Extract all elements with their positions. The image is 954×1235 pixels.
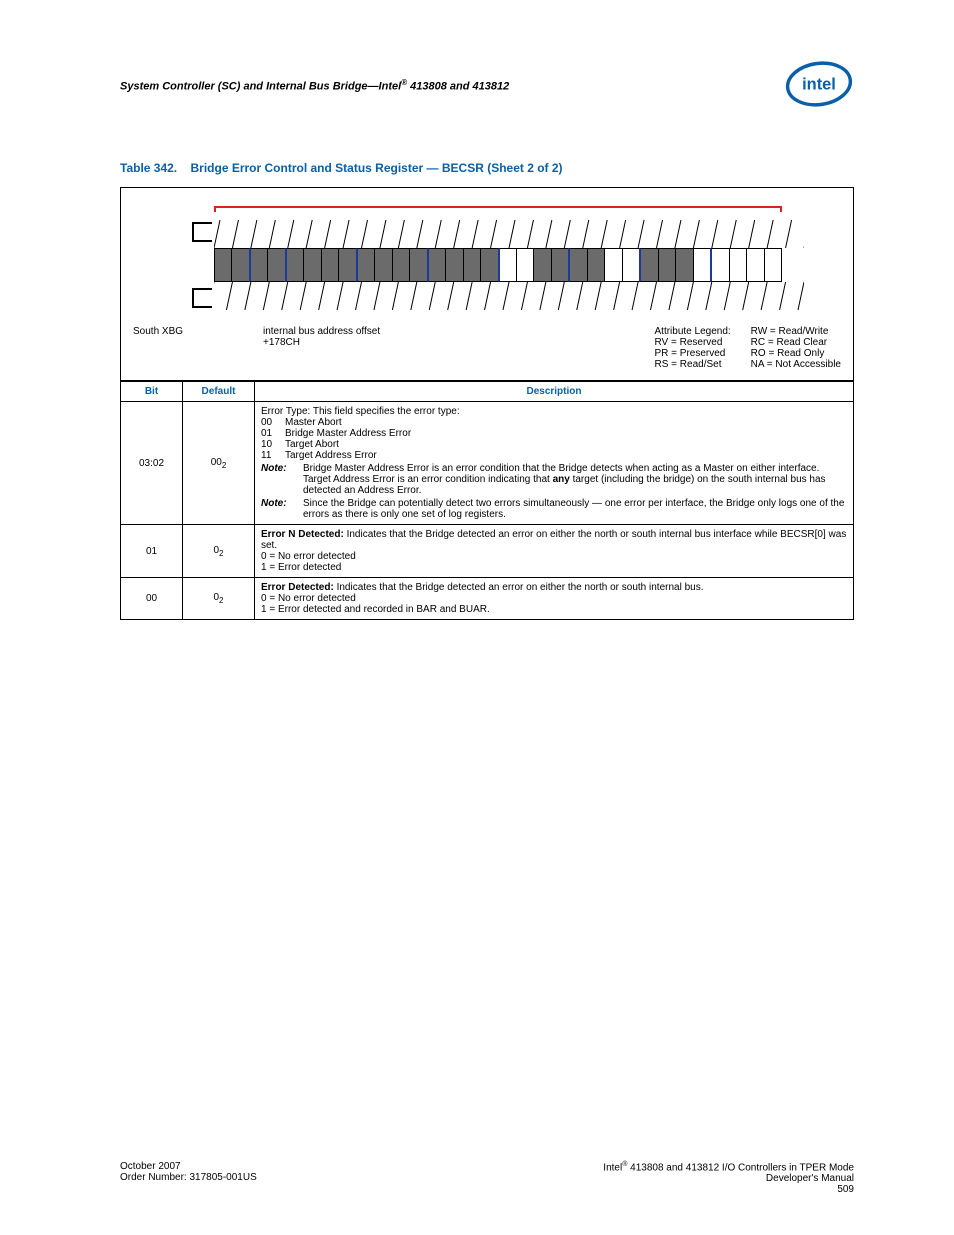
table-caption: Table 342. Bridge Error Control and Stat…	[120, 161, 854, 175]
offset-label: internal bus address offset	[263, 326, 380, 337]
bit-cell	[214, 248, 231, 282]
col-description: Description	[255, 382, 854, 402]
attribute-legend: Attribute Legend: RV = Reserved PR = Pre…	[655, 326, 842, 370]
legend-title: Attribute Legend:	[655, 326, 731, 337]
description-cell: Error Type: This field specifies the err…	[255, 402, 854, 525]
bit-cell	[746, 248, 763, 282]
bit-cell	[480, 248, 497, 282]
red-bracket	[214, 206, 782, 212]
bit-cell	[729, 248, 746, 282]
register-table: Bit Default Description 03:02002Error Ty…	[120, 381, 854, 620]
legend-rc: RC = Read Clear	[751, 337, 841, 348]
top-tick-marks	[214, 214, 804, 248]
bit-value: 01	[121, 525, 183, 578]
bit-cell	[303, 248, 320, 282]
footer-pagenum: 509	[603, 1184, 854, 1195]
bit-cell	[338, 248, 355, 282]
south-xbg-label: South XBG	[133, 326, 223, 370]
table-title: Bridge Error Control and Status Register…	[190, 161, 562, 175]
bit-cell	[356, 248, 374, 282]
intel-logo: intel	[784, 60, 854, 111]
legend-rs: RS = Read/Set	[655, 359, 731, 370]
legend-pr: PR = Preserved	[655, 348, 731, 359]
table-number: Table 342.	[120, 161, 177, 175]
footer-manual: Developer's Manual	[603, 1173, 854, 1184]
table-row: 0102Error N Detected: Indicates that the…	[121, 525, 854, 578]
default-value: 02	[183, 525, 255, 578]
bottom-left-bracket	[192, 288, 212, 308]
legend-rw: RW = Read/Write	[751, 326, 841, 337]
bit-cell	[622, 248, 639, 282]
bit-cell	[374, 248, 391, 282]
footer-order: Order Number: 317805-001US	[120, 1172, 257, 1183]
bit-cell	[693, 248, 710, 282]
svg-text:intel: intel	[802, 75, 836, 93]
bit-cell	[267, 248, 284, 282]
bit-cell	[764, 248, 782, 282]
bit-field-row	[214, 248, 782, 282]
header-title-suf: 413808 and 413812	[407, 81, 509, 93]
col-default: Default	[183, 382, 255, 402]
table-row: 0002Error Detected: Indicates that the B…	[121, 578, 854, 620]
bit-cell	[321, 248, 338, 282]
description-cell: Error Detected: Indicates that the Bridg…	[255, 578, 854, 620]
legend-ro: RO = Read Only	[751, 348, 841, 359]
table-row: 03:02002Error Type: This field specifies…	[121, 402, 854, 525]
description-cell: Error N Detected: Indicates that the Bri…	[255, 525, 854, 578]
bit-cell	[285, 248, 303, 282]
bit-cell	[658, 248, 675, 282]
footer-right: Intel® 413808 and 413812 I/O Controllers…	[603, 1161, 854, 1195]
bit-cell	[427, 248, 445, 282]
bit-cell	[533, 248, 550, 282]
bit-cell	[639, 248, 657, 282]
bit-cell	[498, 248, 516, 282]
bit-cell	[675, 248, 692, 282]
header-title-pre: System Controller (SC) and Internal Bus …	[120, 81, 401, 93]
bit-cell	[568, 248, 586, 282]
table-header-row: Bit Default Description	[121, 382, 854, 402]
bit-cell	[516, 248, 533, 282]
bit-diagram	[192, 206, 782, 316]
col-bit: Bit	[121, 382, 183, 402]
bit-value: 03:02	[121, 402, 183, 525]
bit-cell	[604, 248, 621, 282]
footer-product: Intel® 413808 and 413812 I/O Controllers…	[603, 1161, 854, 1173]
bit-cell	[409, 248, 426, 282]
bit-cell	[392, 248, 409, 282]
offset-value: +178CH	[263, 337, 380, 348]
register-diagram-box: South XBG internal bus address offset +1…	[120, 187, 854, 381]
diagram-labels: South XBG internal bus address offset +1…	[133, 326, 841, 370]
bit-cell	[710, 248, 728, 282]
footer-left: October 2007 Order Number: 317805-001US	[120, 1161, 257, 1195]
bit-cell	[249, 248, 267, 282]
footer-date: October 2007	[120, 1161, 257, 1172]
page-header: System Controller (SC) and Internal Bus …	[120, 60, 854, 111]
top-left-bracket	[192, 222, 212, 242]
default-value: 02	[183, 578, 255, 620]
bit-cell	[445, 248, 462, 282]
page-footer: October 2007 Order Number: 317805-001US …	[120, 1161, 854, 1195]
bit-cell	[587, 248, 604, 282]
legend-rv: RV = Reserved	[655, 337, 731, 348]
legend-na: NA = Not Accessible	[751, 359, 841, 370]
bit-value: 00	[121, 578, 183, 620]
bit-cell	[463, 248, 480, 282]
bottom-tick-marks	[214, 282, 804, 316]
bit-cell	[231, 248, 248, 282]
header-title: System Controller (SC) and Internal Bus …	[120, 78, 509, 93]
bit-cell	[551, 248, 568, 282]
default-value: 002	[183, 402, 255, 525]
